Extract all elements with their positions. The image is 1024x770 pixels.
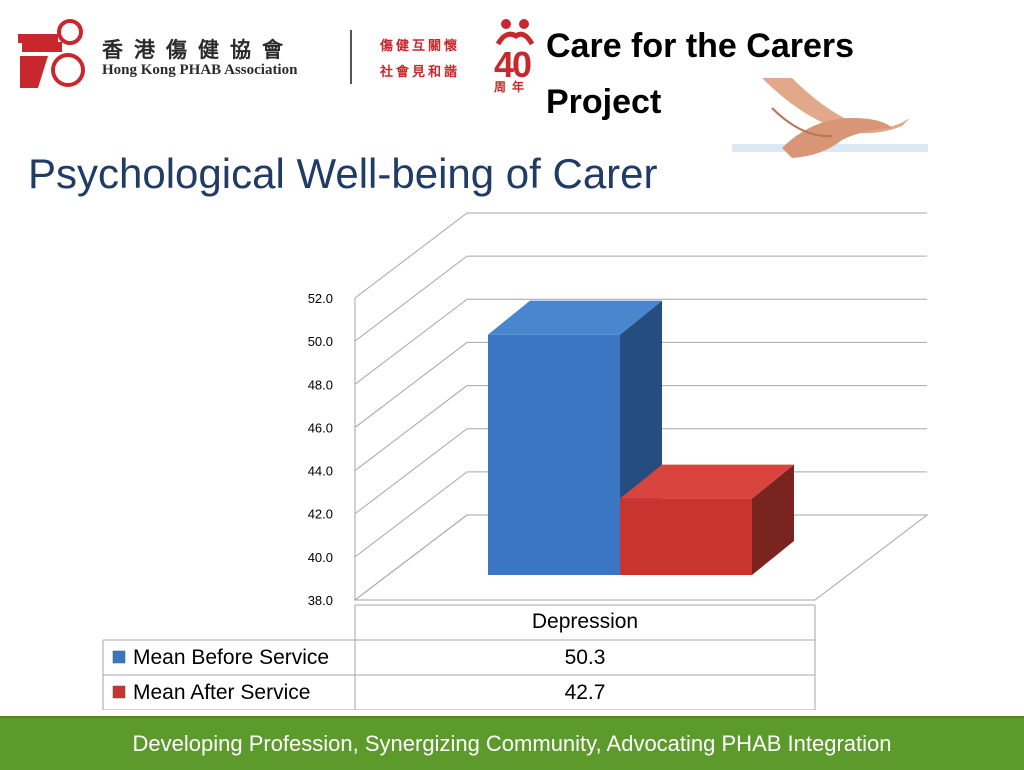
y-tick-label: 40.0: [308, 550, 333, 565]
legend-key: [112, 650, 126, 664]
y-tick-label: 52.0: [308, 291, 333, 306]
bar-after-service: [620, 498, 752, 575]
y-tick-label: 42.0: [308, 507, 333, 522]
bar-top: [488, 300, 662, 335]
slogan-line-2: 社會見和諧: [380, 65, 461, 80]
footer-tagline: Developing Profession, Synergizing Commu…: [132, 731, 892, 756]
gridline-side: [354, 255, 468, 342]
gridline-side: [354, 385, 468, 471]
anniversary-label: 周年: [494, 80, 531, 94]
y-tick-label: 44.0: [308, 464, 333, 479]
anniversary-number: 40: [494, 44, 532, 85]
legend-label: Mean After Service: [133, 681, 310, 704]
project-title: Care for the Carers Project: [546, 27, 855, 121]
bar-top: [620, 464, 794, 499]
gridline-side: [354, 428, 468, 515]
slide-header: 香港傷健協會 Hong Kong PHAB Association 傷健互關懷 …: [0, 0, 1024, 158]
anniversary-badge: 40 周年: [490, 18, 540, 100]
slide-footer: Developing Profession, Synergizing Commu…: [0, 716, 1024, 770]
gridline-side: [354, 471, 468, 558]
slogan: 傷健互關懷 社會見和諧: [380, 34, 460, 86]
legend-key: [112, 685, 126, 699]
bar-side: [752, 464, 794, 575]
gridline-side: [354, 212, 468, 299]
data-value: 42.7: [565, 681, 606, 704]
gridline-side: [354, 514, 468, 601]
y-tick-label: 48.0: [308, 377, 333, 392]
holding-hands-image: [732, 78, 928, 158]
bar-before-service: [488, 334, 620, 575]
phab-logo-icon: [18, 19, 85, 88]
org-name-chinese: 香港傷健協會: [102, 37, 294, 62]
slogan-line-1: 傷健互關懷: [380, 39, 461, 54]
y-tick-label: 38.0: [308, 593, 333, 608]
org-name-english: Hong Kong PHAB Association: [102, 62, 298, 78]
header-divider: [350, 30, 352, 84]
y-tick-label: 46.0: [308, 420, 333, 435]
people-icon: [495, 19, 535, 46]
bar-chart: 38.0 40.0 42.0 44.0 46.0 48.0 50.0 52.0 Depressi…: [102, 212, 929, 710]
legend-label: Mean Before Service: [133, 646, 329, 669]
category-label: Depression: [532, 610, 638, 633]
gridline-side: [354, 298, 468, 385]
data-value: 50.3: [565, 646, 606, 669]
y-tick-label: 50.0: [308, 334, 333, 349]
gridline-side: [354, 342, 468, 428]
page-title: Psychological Well-being of Carer: [28, 150, 658, 197]
